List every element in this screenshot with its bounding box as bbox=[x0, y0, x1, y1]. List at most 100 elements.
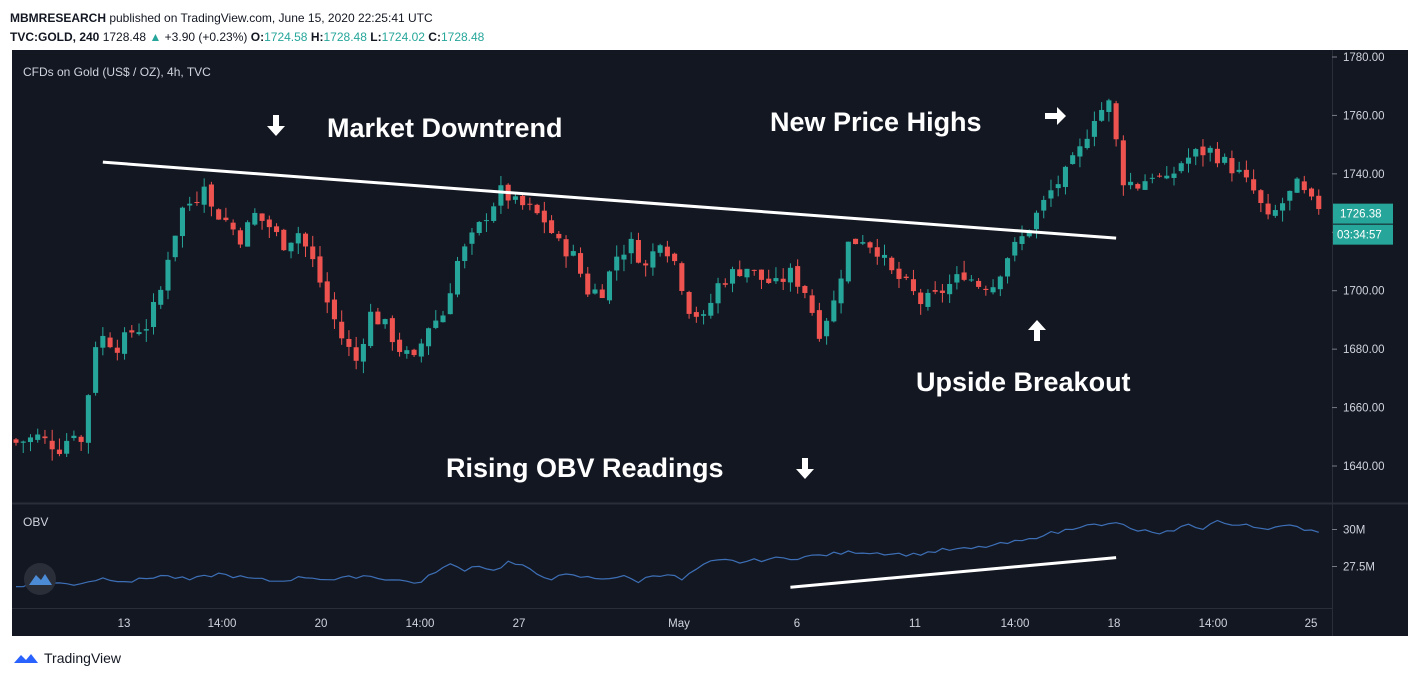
candle bbox=[983, 285, 989, 296]
candle bbox=[1236, 161, 1242, 174]
candle bbox=[867, 241, 873, 254]
candle bbox=[107, 332, 113, 349]
candle-body bbox=[56, 449, 62, 455]
candle bbox=[201, 178, 207, 213]
candle-body bbox=[426, 328, 432, 347]
candle bbox=[1084, 129, 1090, 150]
up-arrow-icon: ▲ bbox=[149, 30, 162, 44]
candle-body bbox=[954, 274, 960, 283]
candle-body bbox=[585, 273, 591, 295]
candle-body bbox=[556, 233, 562, 239]
candle-body bbox=[143, 329, 149, 331]
candle bbox=[426, 327, 432, 355]
candle bbox=[947, 274, 953, 303]
candle bbox=[187, 196, 193, 211]
candle bbox=[27, 434, 34, 452]
candle bbox=[1041, 195, 1047, 219]
candle-body bbox=[411, 349, 417, 356]
candle-body bbox=[773, 278, 779, 282]
candle-body bbox=[1157, 175, 1163, 177]
candle bbox=[976, 278, 982, 289]
candle bbox=[13, 438, 19, 446]
candle-body bbox=[281, 229, 287, 251]
candle-body bbox=[201, 186, 207, 205]
candle-body bbox=[845, 241, 851, 282]
candle-body bbox=[339, 321, 345, 339]
candle bbox=[932, 281, 938, 295]
obv-tick-label: 30M bbox=[1343, 525, 1365, 537]
candle-body bbox=[360, 344, 366, 362]
time-tick-label: May bbox=[668, 618, 690, 630]
candle bbox=[534, 203, 540, 215]
symbol: TVC:GOLD, 240 bbox=[10, 30, 100, 44]
candle bbox=[56, 438, 62, 457]
candle bbox=[85, 394, 91, 454]
candle-body bbox=[389, 318, 395, 343]
candle-body bbox=[1308, 188, 1315, 197]
candle-body bbox=[635, 239, 641, 263]
candle bbox=[1308, 187, 1315, 201]
time-tick-label: 14:00 bbox=[1001, 618, 1030, 630]
candle-body bbox=[1120, 140, 1126, 186]
candle-body bbox=[1316, 195, 1322, 210]
candle bbox=[42, 429, 48, 444]
candle bbox=[353, 336, 359, 370]
price-tick-label: 1660.00 bbox=[1343, 403, 1385, 415]
candle-body bbox=[961, 272, 967, 280]
candle bbox=[939, 284, 945, 303]
candle-body bbox=[643, 263, 649, 266]
candle bbox=[570, 244, 576, 257]
candle-body bbox=[1251, 179, 1257, 191]
candle-body bbox=[187, 203, 193, 206]
candle-body bbox=[1280, 203, 1286, 211]
candle bbox=[1091, 111, 1097, 147]
candle bbox=[758, 269, 765, 290]
candle bbox=[997, 275, 1003, 297]
high-value: 1728.48 bbox=[323, 30, 367, 44]
candle bbox=[469, 228, 475, 255]
candle-body bbox=[1229, 158, 1235, 174]
candle bbox=[853, 238, 859, 245]
candle-body bbox=[809, 295, 815, 313]
candle bbox=[657, 243, 663, 257]
candle-body bbox=[368, 311, 374, 347]
candle-body bbox=[1193, 149, 1199, 157]
candle bbox=[643, 259, 649, 277]
candle-body bbox=[20, 441, 26, 443]
candle bbox=[150, 293, 157, 335]
publish-line: MBMRESEARCH published on TradingView.com… bbox=[10, 11, 433, 25]
time-tick-label: 6 bbox=[794, 618, 800, 630]
candle-body bbox=[787, 267, 793, 283]
candle bbox=[360, 338, 366, 374]
candle-body bbox=[1207, 147, 1213, 153]
candle-body bbox=[968, 279, 974, 281]
candle-body bbox=[1200, 146, 1206, 156]
candle bbox=[968, 275, 974, 282]
candle bbox=[454, 256, 461, 298]
candle-body bbox=[49, 440, 55, 450]
candle bbox=[585, 266, 591, 297]
candle-body bbox=[679, 263, 685, 291]
candle-body bbox=[266, 219, 272, 228]
candle-body bbox=[701, 314, 707, 316]
candle bbox=[404, 346, 410, 359]
price-tick-label: 1760.00 bbox=[1343, 110, 1385, 122]
candle bbox=[1164, 166, 1170, 180]
candle bbox=[483, 213, 489, 232]
candle bbox=[1316, 189, 1322, 215]
candle bbox=[1214, 142, 1220, 168]
candle-body bbox=[860, 242, 866, 244]
candle bbox=[874, 238, 880, 265]
candle-body bbox=[404, 350, 410, 354]
candle-body bbox=[549, 220, 555, 234]
candle bbox=[961, 260, 967, 282]
candle-body bbox=[1099, 110, 1105, 121]
candle-body bbox=[158, 289, 164, 305]
candle bbox=[317, 246, 323, 288]
candle-body bbox=[433, 320, 439, 328]
candle-body bbox=[541, 210, 547, 223]
candle-body bbox=[252, 212, 258, 225]
candle-body bbox=[100, 335, 106, 348]
tradingview-footer[interactable]: TradingView bbox=[12, 650, 121, 666]
